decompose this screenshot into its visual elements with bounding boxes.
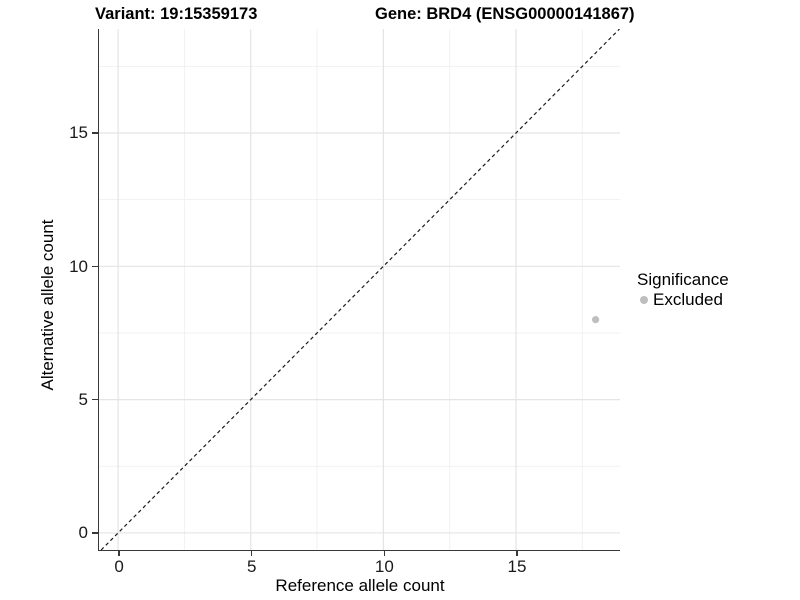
x-tick-mark [250,550,253,556]
y-axis-title: Alternative allele count [38,219,57,391]
y-tick-mark [92,398,99,401]
x-tick-mark [516,550,518,556]
x-tick-label: 15 [507,557,527,576]
y-tick-label: 0 [78,523,88,543]
legend-item: Excluded [637,290,729,310]
x-tick-mark [118,550,120,556]
y-tick-mark [92,265,99,268]
x-tick-label: 0 [114,557,124,576]
legend-key-dot [640,296,648,304]
plot-title-variant: Variant: 19:15359173 [95,5,258,23]
legend-items: Excluded [637,290,729,310]
x-tick-mark [383,550,386,556]
plot-canvas [99,29,621,550]
y-tick-mark [92,132,99,134]
x-axis-title: Reference allele count [275,576,445,595]
y-tick-label: 10 [69,256,88,276]
legend: Significance Excluded [637,270,729,310]
x-tick-label: 5 [247,557,257,576]
plot-title-gene: Gene: BRD4 (ENSG00000141867) [375,5,635,23]
y-tick-label: 15 [69,123,88,143]
x-tick-label: 10 [374,557,394,576]
data-point [592,316,600,324]
plot-panel [98,29,621,551]
legend-item-label: Excluded [653,290,723,309]
legend-title: Significance [637,270,729,289]
identity-line [101,29,621,550]
y-tick-mark [92,532,99,534]
y-tick-label: 5 [78,390,88,410]
